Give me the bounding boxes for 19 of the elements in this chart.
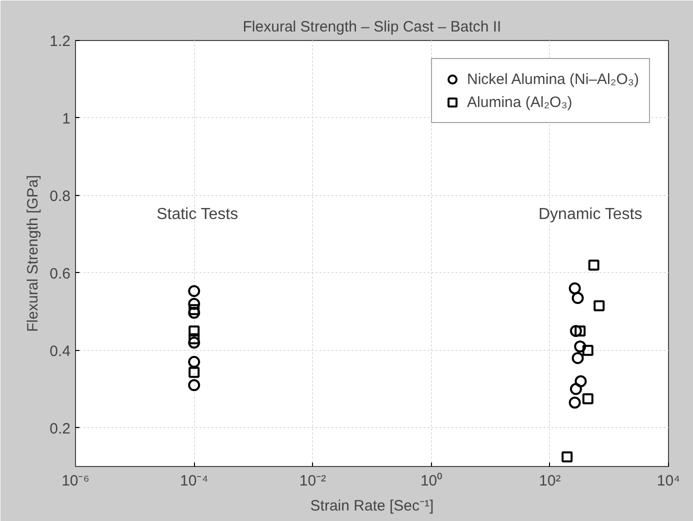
legend-label: Nickel Alumina (Ni–Al₂O₃) bbox=[467, 70, 639, 88]
y-axis-title: Flexural Strength [GPa] bbox=[24, 175, 42, 332]
y-tick-label: 0.6 bbox=[50, 265, 71, 282]
chart-title: Flexural Strength – Slip Cast – Batch II bbox=[242, 18, 502, 36]
legend-label: Alumina (Al₂O₃) bbox=[467, 94, 572, 110]
y-tick-label: 0.2 bbox=[50, 420, 71, 438]
y-tick-label: 0.8 bbox=[50, 188, 71, 205]
annotation: Static Tests bbox=[156, 206, 238, 223]
y-tick-label: 0.4 bbox=[50, 342, 71, 360]
y-tick-label: 1.2 bbox=[50, 33, 71, 50]
annotation: Dynamic Tests bbox=[538, 206, 642, 223]
x-tick-label: 10² bbox=[539, 472, 561, 490]
x-tick-label: 10⁻⁶ bbox=[62, 472, 90, 490]
x-tick-label: 10⁻⁴ bbox=[180, 472, 208, 490]
x-tick-label: 10⁴ bbox=[656, 472, 680, 490]
x-tick-label: 10⁰ bbox=[420, 472, 442, 490]
x-tick-label: 10⁻² bbox=[299, 472, 326, 490]
y-tick-label: 1 bbox=[62, 110, 70, 128]
x-axis-title: Strain Rate [Sec⁻¹] bbox=[310, 498, 434, 514]
